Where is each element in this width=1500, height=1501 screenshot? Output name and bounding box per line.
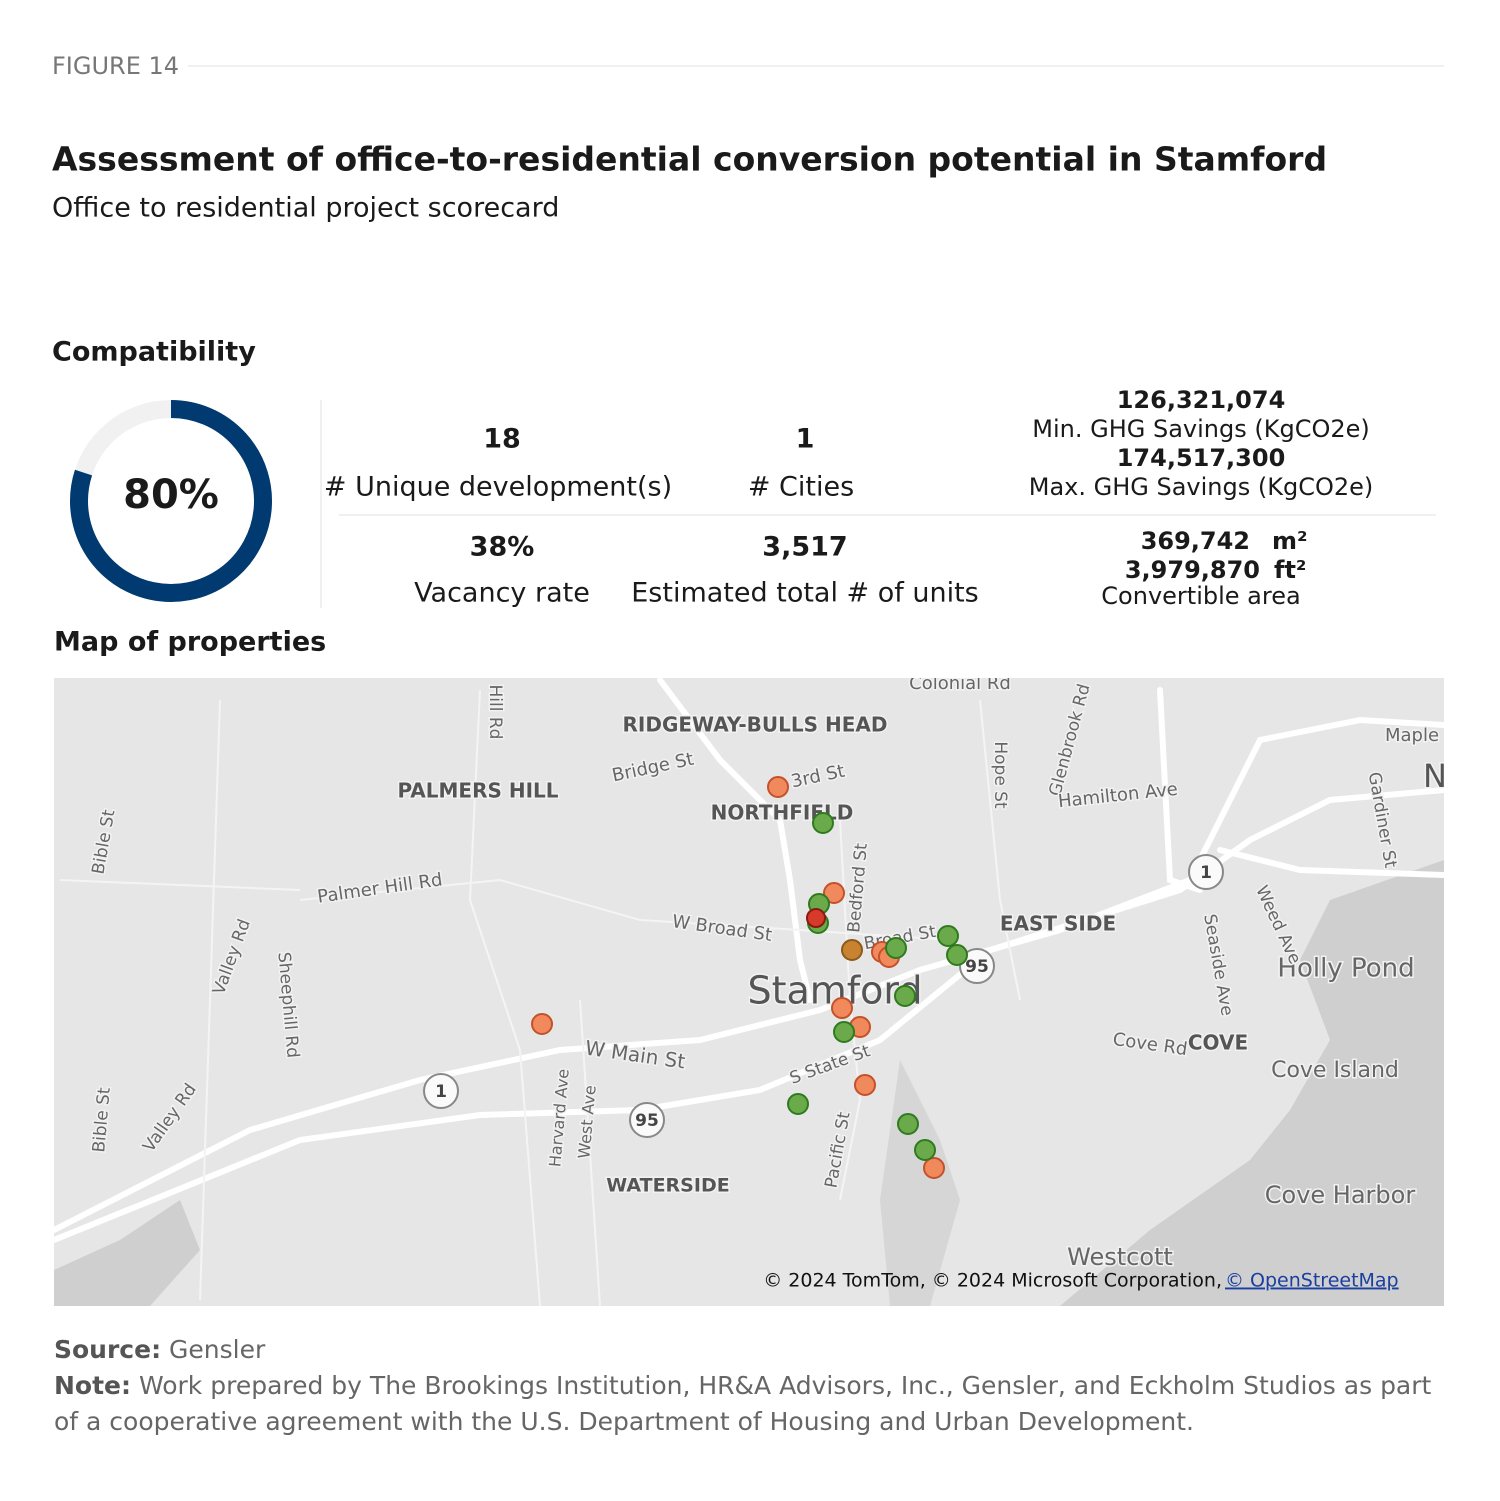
map-label: Holly Pond — [1277, 954, 1414, 984]
title: Assessment of office-to-residential conv… — [52, 140, 1327, 179]
subtitle: Office to residential project scorecard — [52, 193, 559, 224]
map-label: EAST SIDE — [1000, 912, 1116, 936]
map-label: Cove Harbor — [1265, 1181, 1416, 1209]
source: Source: Gensler — [54, 1332, 1446, 1368]
route-shield-label: 95 — [965, 957, 989, 977]
source-label: Source: — [54, 1335, 162, 1364]
map-label: PALMERS HILL — [397, 779, 558, 803]
kpi-value: 126,321,074 — [1117, 386, 1286, 414]
property-marker — [885, 937, 907, 959]
streets — [59, 689, 1021, 1306]
map-label: WATERSIDE — [606, 1175, 729, 1197]
figure-label: FIGURE 14 — [52, 52, 179, 80]
route-shield — [423, 1073, 459, 1109]
donut-label: 80% — [123, 472, 219, 518]
property-marker — [914, 1139, 936, 1161]
property-marker — [833, 1021, 855, 1043]
kpi-value: 38% — [470, 532, 535, 563]
kpi-value: 3,979,870 — [1125, 556, 1260, 584]
footer: Source: Gensler Note: Work prepared by T… — [54, 1332, 1446, 1440]
source-text: Gensler — [161, 1335, 266, 1364]
route-shield-label: 95 — [635, 1111, 659, 1131]
property-marker — [937, 925, 959, 947]
map-label: Westcott — [1067, 1243, 1173, 1271]
kpi-unit: ft² — [1274, 556, 1306, 584]
property-marker — [787, 1093, 809, 1115]
property-marker — [923, 1157, 945, 1179]
property-marker — [841, 939, 863, 961]
property-marker — [946, 944, 968, 966]
kpi-value: 174,517,300 — [1117, 444, 1286, 472]
map-label: RIDGEWAY-BULLS HEAD — [623, 713, 888, 737]
attribution: © 2024 TomTom, © 2024 Microsoft Corporat… — [763, 1270, 1222, 1292]
kpi-label: # Cities — [748, 472, 854, 503]
map-label: N — [1423, 757, 1447, 795]
route-shield-label: 1 — [1200, 863, 1212, 883]
property-marker — [894, 985, 916, 1007]
kpi-label: Min. GHG Savings (KgCO2e) — [1032, 415, 1370, 443]
map-label: Cove Island — [1271, 1058, 1399, 1083]
kpi-value: 1 — [796, 424, 815, 455]
property-marker — [767, 776, 789, 798]
kpi-value: 369,742 — [1141, 527, 1250, 555]
note-text: Work prepared by The Brookings Instituti… — [54, 1371, 1432, 1436]
note-label: Note: — [54, 1371, 132, 1400]
route-shield-label: 1 — [435, 1082, 447, 1102]
kpi-label: Estimated total # of units — [631, 578, 979, 609]
map-label: Colonial Rd — [909, 673, 1011, 694]
property-marker — [812, 812, 834, 834]
property-marker — [531, 1013, 553, 1035]
kpi-unit: m² — [1272, 527, 1308, 555]
property-marker — [854, 1074, 876, 1096]
map-label: COVE — [1188, 1031, 1248, 1055]
map-label: Hill Rd — [485, 685, 505, 740]
property-marker — [806, 908, 826, 928]
kpi-label: Max. GHG Savings (KgCO2e) — [1029, 473, 1374, 501]
map-label: Hope St — [990, 741, 1010, 809]
figure: FIGURE 14 Assessment of office-to-reside… — [52, 52, 1447, 1306]
markers — [531, 776, 968, 1179]
kpi-label: Vacancy rate — [414, 578, 590, 609]
route-shield — [1188, 854, 1224, 890]
water — [54, 1200, 200, 1306]
property-marker — [831, 997, 853, 1019]
roads — [54, 678, 1444, 1243]
water — [1060, 860, 1444, 1306]
map-label: NORTHFIELD — [711, 801, 854, 825]
map: RIDGEWAY-BULLS HEAD Colonial Rd PALMERS HI… — [54, 673, 1447, 1306]
attribution-link[interactable]: © OpenStreetMap — [1225, 1270, 1399, 1292]
kpi-value: 3,517 — [762, 532, 847, 563]
property-marker — [897, 1113, 919, 1135]
section-heading: Compatibility — [52, 337, 256, 368]
kpi-label: Convertible area — [1101, 582, 1300, 610]
donut-arc — [70, 400, 272, 602]
kpi-label: # Unique development(s) — [324, 472, 672, 503]
property-marker — [823, 882, 845, 904]
route-shield — [959, 948, 995, 984]
route-shield — [629, 1102, 665, 1138]
section-heading: Map of properties — [54, 627, 326, 658]
map-label: Maple — [1385, 725, 1439, 746]
kpi-value: 18 — [483, 424, 521, 455]
note: Note: Work prepared by The Brookings Ins… — [54, 1368, 1446, 1440]
